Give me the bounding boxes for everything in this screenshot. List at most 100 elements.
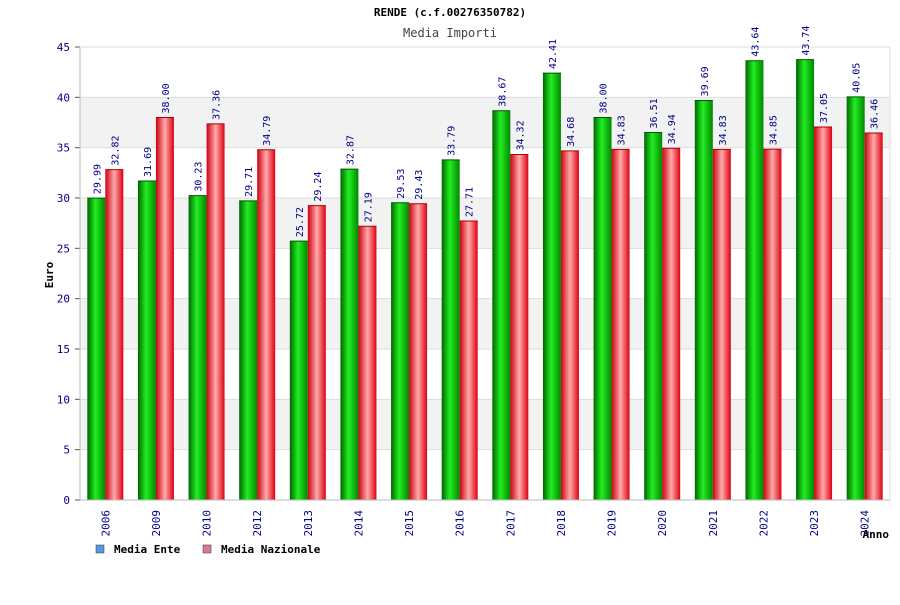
x-tick-label-2024: 2024 <box>859 510 872 537</box>
axes: 0 5 10 15 20 25 30 35 40 45 2006 2009 2010 2012 2013 20… <box>57 41 891 537</box>
bar-media-ente-2016 <box>441 159 460 500</box>
value-label-media-nazionale-2023: 37.05 <box>819 93 830 123</box>
bar-media-ente-2006 <box>87 198 106 501</box>
x-tick-label-2021: 2021 <box>707 510 720 537</box>
bars <box>87 59 883 501</box>
value-label-media-ente-2015: 29.53 <box>396 169 407 199</box>
legend-swatch-media-nazionale <box>202 544 212 554</box>
bar-media-nazionale-2020 <box>662 148 681 500</box>
x-axis-title: Anno <box>863 528 890 541</box>
value-label-media-ente-2012: 29.71 <box>244 167 255 197</box>
bar-media-ente-2018 <box>542 73 561 501</box>
bar-media-ente-2019 <box>593 117 612 500</box>
bar-media-ente-2023 <box>796 59 815 501</box>
bar-media-nazionale-2024 <box>864 132 883 500</box>
x-tick-label-2012: 2012 <box>251 510 264 537</box>
y-tick-label: 40 <box>57 91 70 104</box>
x-tick-label-2015: 2015 <box>403 510 416 537</box>
bar-media-nazionale-2014 <box>358 226 377 500</box>
bar-media-nazionale-2018 <box>560 150 579 500</box>
y-tick-label: 15 <box>57 343 70 356</box>
bar-media-ente-2013 <box>289 241 308 500</box>
bar-media-nazionale-2021 <box>712 149 731 501</box>
y-tick-label: 30 <box>57 192 70 205</box>
x-tick-label-2022: 2022 <box>757 510 770 537</box>
value-label-media-ente-2021: 39.69 <box>700 66 711 96</box>
y-tick-label: 25 <box>57 242 70 255</box>
bar-media-nazionale-2017 <box>510 154 529 500</box>
value-label-media-nazionale-2009: 38.00 <box>161 83 172 113</box>
y-axis-title: Euro <box>43 261 56 288</box>
legend-label-media-ente: Media Ente <box>114 543 181 556</box>
value-label-media-nazionale-2017: 34.32 <box>515 120 526 150</box>
value-label-media-ente-2023: 43.74 <box>801 26 812 56</box>
y-tick-label: 20 <box>57 293 70 306</box>
x-tick-label-2018: 2018 <box>555 510 568 537</box>
y-tick-label: 5 <box>63 444 70 457</box>
value-label-media-nazionale-2019: 34.83 <box>617 115 628 145</box>
bar-media-nazionale-2019 <box>611 149 630 501</box>
value-labels: 29.99 32.82 31.69 38.00 30.23 37.36 29.71 34.79… <box>92 26 880 238</box>
bar-media-ente-2022 <box>745 60 764 500</box>
x-tick-label-2006: 2006 <box>99 510 112 537</box>
value-label-media-nazionale-2013: 29.24 <box>313 172 324 202</box>
value-label-media-nazionale-2012: 34.79 <box>262 116 273 146</box>
value-label-media-nazionale-2020: 34.94 <box>667 114 678 144</box>
bar-media-ente-2012 <box>239 200 258 501</box>
bar-media-ente-2017 <box>492 110 511 501</box>
bar-media-nazionale-2009 <box>155 117 174 500</box>
legend: Media Ente Media Nazionale <box>95 543 321 556</box>
bar-media-nazionale-2013 <box>307 205 326 500</box>
x-tick-label-2009: 2009 <box>150 510 163 537</box>
bar-media-ente-2024 <box>846 96 865 500</box>
bar-media-ente-2014 <box>340 169 359 500</box>
value-label-media-ente-2014: 32.87 <box>345 135 356 165</box>
x-tick-label-2013: 2013 <box>302 510 315 537</box>
value-label-media-nazionale-2006: 32.82 <box>110 136 121 166</box>
value-label-media-nazionale-2016: 27.71 <box>465 187 476 217</box>
value-label-media-ente-2013: 25.72 <box>295 207 306 237</box>
bar-media-nazionale-2015 <box>409 203 428 500</box>
legend-label-media-nazionale: Media Nazionale <box>221 543 321 556</box>
y-tick-label: 0 <box>63 494 70 507</box>
y-tick-label: 10 <box>57 393 70 406</box>
x-tick-label-2010: 2010 <box>201 510 214 537</box>
value-label-media-nazionale-2024: 36.46 <box>870 99 881 129</box>
chart-title: RENDE (c.f.00276350782) <box>374 6 526 19</box>
y-tick-label: 45 <box>57 41 70 54</box>
bar-media-nazionale-2010 <box>206 123 225 500</box>
value-label-media-ente-2009: 31.69 <box>143 147 154 177</box>
value-label-media-ente-2006: 29.99 <box>92 164 103 194</box>
value-label-media-ente-2017: 38.67 <box>497 77 508 107</box>
y-tick-label: 35 <box>57 142 70 155</box>
bar-media-ente-2021 <box>694 100 713 500</box>
legend-swatch-media-ente <box>95 544 105 554</box>
bar-media-ente-2015 <box>391 202 410 501</box>
value-label-media-nazionale-2010: 37.36 <box>212 90 223 120</box>
bar-media-ente-2010 <box>188 195 207 500</box>
value-label-media-nazionale-2014: 27.19 <box>363 192 374 222</box>
grid-band <box>80 47 890 98</box>
value-label-media-ente-2022: 43.64 <box>750 27 761 57</box>
x-tick-label-2019: 2019 <box>606 510 619 537</box>
value-label-media-nazionale-2022: 34.85 <box>768 115 779 145</box>
bar-media-nazionale-2023 <box>814 127 833 500</box>
x-tick-label-2016: 2016 <box>454 510 467 537</box>
x-tick-label-2023: 2023 <box>808 510 821 537</box>
bar-media-nazionale-2022 <box>763 149 782 500</box>
bar-media-nazionale-2016 <box>459 221 478 500</box>
x-tick-label-2020: 2020 <box>656 510 669 537</box>
value-label-media-ente-2020: 36.51 <box>649 98 660 128</box>
x-tick-label-2014: 2014 <box>352 510 365 537</box>
bar-media-ente-2009 <box>137 180 156 500</box>
x-tick-label-2017: 2017 <box>504 510 517 537</box>
value-label-media-ente-2018: 42.41 <box>548 39 559 69</box>
value-label-media-nazionale-2015: 29.43 <box>414 170 425 200</box>
value-label-media-ente-2016: 33.79 <box>447 126 458 156</box>
value-label-media-ente-2024: 40.05 <box>852 63 863 93</box>
chart-subtitle: Media Importi <box>403 26 497 40</box>
bar-media-nazionale-2012 <box>257 149 276 500</box>
value-label-media-ente-2019: 38.00 <box>599 83 610 113</box>
